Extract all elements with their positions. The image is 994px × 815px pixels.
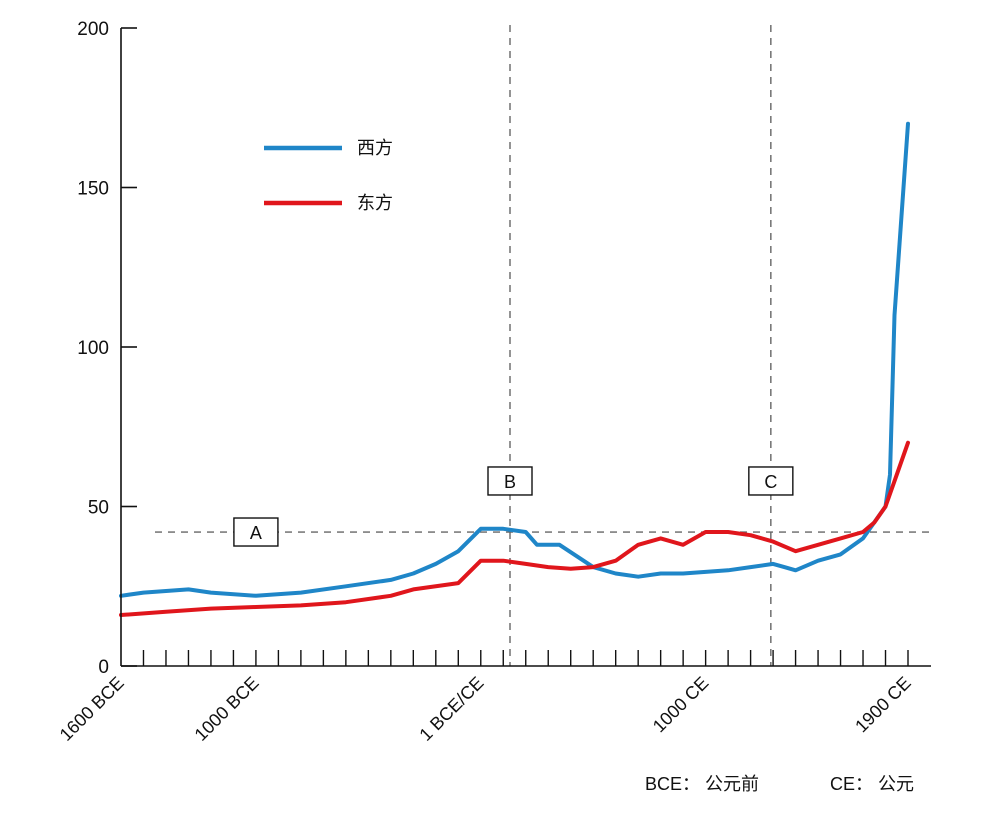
y-tick-label: 50	[88, 498, 109, 519]
reference-label-box-c	[748, 466, 794, 496]
footnote-bce: BCE： 公元前	[645, 774, 759, 794]
x-tick-label: 1600 BCE	[56, 673, 128, 745]
series-lines	[119, 121, 910, 617]
legend-label-0: 西方	[357, 138, 393, 158]
x-tick-label: 1 BCE/CE	[415, 673, 487, 745]
reference-label-a: A	[250, 523, 262, 543]
y-tick-label: 150	[77, 179, 109, 200]
footnote-ce: CE： 公元	[830, 774, 914, 794]
reference-label-box-a	[233, 517, 279, 547]
y-tick-label: 0	[98, 657, 109, 678]
legend-label-1: 东方	[357, 193, 393, 213]
footnote: BCE： 公元前 CE： 公元	[645, 774, 914, 794]
axes: 0 50 100 150 200 1600 BCE 1000 BCE 1 BCE/CE 1000…	[56, 19, 931, 745]
y-tick-label: 100	[77, 338, 109, 359]
x-tick-label: 1000 CE	[649, 673, 713, 737]
series-line-1	[119, 440, 910, 617]
series-line-0	[119, 121, 910, 598]
x-tick-label: 1000 BCE	[191, 673, 263, 745]
y-tick-label: 200	[77, 19, 109, 40]
reference-label-b: B	[504, 472, 516, 492]
x-tick-label: 1900 CE	[851, 673, 915, 737]
reference-label-c: C	[764, 472, 777, 492]
reference-label-box-b	[487, 466, 533, 496]
reference-labels: A B C	[233, 466, 794, 547]
reference-lines	[155, 25, 931, 666]
